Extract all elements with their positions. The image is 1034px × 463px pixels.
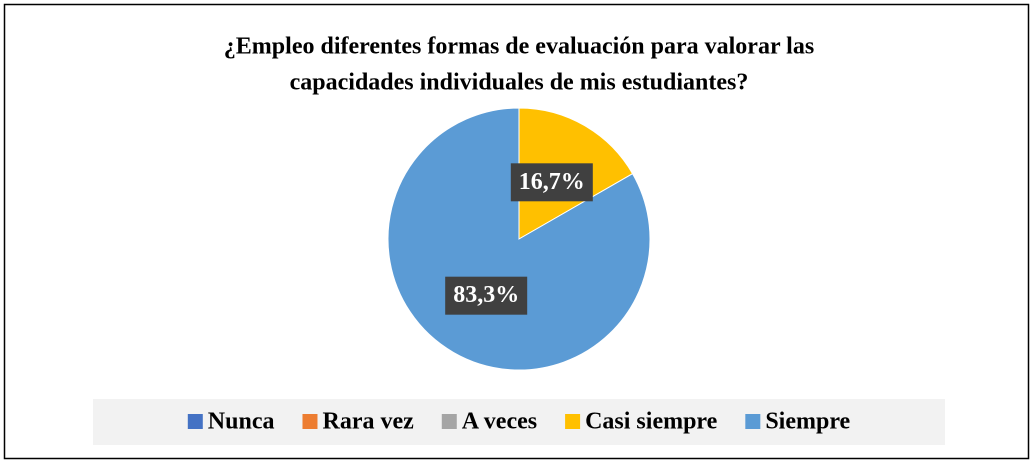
- legend-label: Nunca: [208, 409, 275, 435]
- legend-swatch: [745, 414, 761, 429]
- data-label-box: [510, 163, 593, 202]
- legend-label: Siempre: [765, 409, 850, 435]
- legend-swatch: [565, 414, 581, 429]
- data-label: 83,3%: [445, 276, 528, 315]
- legend: Nunca Rara vez A veces Casi siempre Siempre: [187, 409, 851, 435]
- legend-label: Casi siempre: [585, 409, 718, 435]
- data-label-text: 83,3%: [453, 282, 519, 308]
- legend-swatch: [441, 414, 457, 429]
- data-label: 16,7%: [510, 163, 593, 202]
- legend-label: Rara vez: [322, 409, 414, 435]
- data-label-text: 16,7%: [519, 169, 585, 195]
- legend-swatch: [302, 414, 318, 429]
- legend-band: [93, 399, 945, 445]
- chart-title-line: ¿Empleo diferentes formas de evaluación …: [224, 34, 814, 60]
- legend-swatch: [187, 414, 203, 429]
- data-label-box: [445, 276, 528, 315]
- legend-label: A veces: [462, 409, 537, 435]
- chart-title-line: capacidades individuales de mis estudian…: [290, 70, 749, 96]
